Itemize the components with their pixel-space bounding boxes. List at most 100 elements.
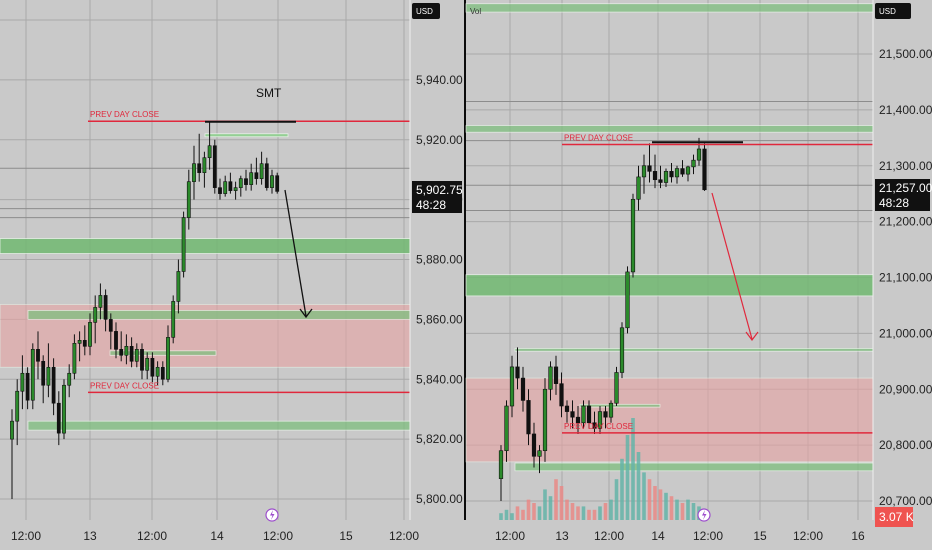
lightning-icon[interactable] <box>697 508 711 522</box>
volume-bar <box>598 506 602 520</box>
candle-body <box>62 384 66 434</box>
candlestick <box>625 266 630 334</box>
candle-body <box>586 405 592 424</box>
currency-label: USD <box>879 7 896 16</box>
candlestick <box>124 334 129 365</box>
last-price-tag <box>412 181 462 213</box>
last-price-value: 21,257.00 <box>879 181 932 195</box>
candlestick <box>641 154 647 194</box>
lightning-icon[interactable] <box>265 508 279 522</box>
candlestick <box>542 378 548 462</box>
candle-body <box>630 198 636 273</box>
candlestick <box>674 165 680 184</box>
candlestick <box>702 143 707 191</box>
candle-body <box>537 450 542 457</box>
candle-body <box>652 171 658 181</box>
candle-body <box>82 340 87 347</box>
candlestick <box>36 331 40 380</box>
candlestick <box>254 157 259 185</box>
candlestick <box>202 151 207 188</box>
candlestick <box>30 343 35 410</box>
fvg-zone <box>514 462 874 472</box>
left-time-axis[interactable]: 12:00 13 12:00 14 12:00 15 12:00 <box>11 529 419 543</box>
candlestick <box>658 165 663 189</box>
price-tick-label: 21,500.00 <box>879 47 932 61</box>
time-tick-label: 12:00 <box>594 529 624 543</box>
right-price-axis[interactable]: 21,500.00 21,400.00 21,300.00 21,200.00 21,1… <box>872 0 932 550</box>
candlestick <box>88 313 92 356</box>
time-tick-label: 12:00 <box>263 529 293 543</box>
candlestick <box>98 283 103 320</box>
volume-bar <box>686 499 690 520</box>
candle-body <box>114 331 118 350</box>
candle-body <box>108 319 113 332</box>
prev-day-close-label: PREV DAY CLOSE <box>564 134 633 143</box>
volume-bar <box>515 506 520 520</box>
candlestick <box>259 151 264 185</box>
volume-bar <box>576 506 580 520</box>
volume-bar <box>504 509 509 520</box>
candle-body <box>67 372 72 386</box>
left-price-axis[interactable]: 5,940.005,920.005,900.005,880.005,860.00… <box>409 0 464 550</box>
price-tick-label: 21,000.00 <box>879 326 932 340</box>
candle-body <box>553 366 559 384</box>
candlestick <box>630 193 636 278</box>
time-tick-label: 16 <box>851 529 865 543</box>
candlestick <box>67 364 72 398</box>
candlestick <box>581 400 586 429</box>
candlestick <box>608 400 614 423</box>
right-chart-pane[interactable]: PREV DAY CLOSE PREV DAY CLOSE Vol <box>465 0 874 520</box>
candlestick <box>20 355 25 410</box>
candlestick <box>270 169 274 194</box>
volume-bar <box>581 506 586 520</box>
candlestick <box>526 389 531 446</box>
volume-bar <box>499 513 503 520</box>
candlestick <box>570 400 575 429</box>
candle-body <box>238 178 243 188</box>
candlestick <box>181 211 186 278</box>
left-chart-pane[interactable]: PREV DAY CLOSE PREV DAY CLOSE SMT <box>0 0 411 520</box>
candlestick <box>119 331 124 362</box>
candlestick <box>531 422 537 468</box>
fvg-zone <box>204 133 289 138</box>
candle-body <box>680 168 685 175</box>
candle-body <box>145 357 150 371</box>
candle-body <box>93 307 98 323</box>
projection-arrow-head <box>299 308 313 319</box>
candle-body <box>160 366 165 380</box>
candle-body <box>129 346 134 362</box>
candle-body <box>559 383 564 407</box>
candle-body <box>15 390 20 422</box>
candle-body <box>674 168 680 178</box>
price-tick-label: 21,300.00 <box>879 159 932 173</box>
candlestick <box>592 411 597 434</box>
candle-body <box>166 337 170 380</box>
candle-body <box>223 181 228 194</box>
volume-bar <box>631 418 635 520</box>
price-tick-label: 5,880.00 <box>416 253 463 267</box>
time-tick-label: 12:00 <box>11 529 41 543</box>
candle-body <box>696 148 702 161</box>
fvg-zone <box>579 403 661 408</box>
candle-body <box>212 145 217 188</box>
volume-bar <box>664 492 668 520</box>
time-tick-label: 12:00 <box>793 529 823 543</box>
candlestick <box>93 295 98 344</box>
right-time-axis[interactable]: 12:00 13 12:00 14 12:00 15 12:00 16 <box>495 529 865 543</box>
candle-body <box>531 433 537 457</box>
volume-bar <box>510 513 514 520</box>
candlestick <box>244 169 248 191</box>
price-tick-label: 5,800.00 <box>416 492 463 506</box>
candlestick <box>264 157 269 191</box>
fvg-zone <box>514 348 874 352</box>
candle-body <box>647 165 652 172</box>
volume-label: Vol <box>470 7 481 16</box>
fvg-zone <box>27 309 411 320</box>
candlestick <box>72 334 77 380</box>
fvg-zone <box>465 3 874 13</box>
candle-body <box>663 171 669 183</box>
candle-body <box>685 166 691 175</box>
candlestick <box>160 361 165 386</box>
candlestick <box>171 295 176 344</box>
